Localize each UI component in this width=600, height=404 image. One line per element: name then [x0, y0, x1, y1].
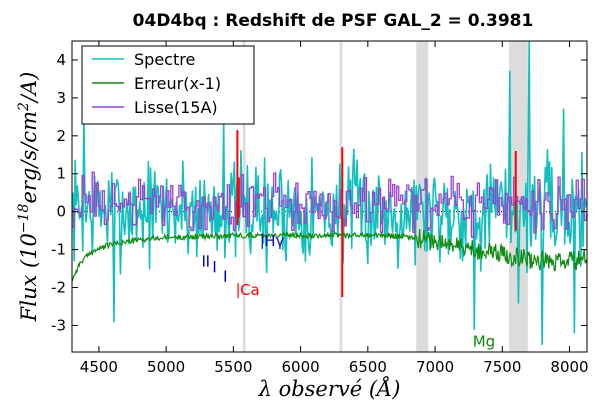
plot-frame: [71, 40, 588, 353]
x-axis-label: λ observé (Å): [258, 376, 401, 400]
y-axis-label-exp-1: −18: [16, 203, 32, 233]
y-tick-label-7: 4: [56, 51, 66, 69]
x-tick-label-5: 7000: [416, 358, 454, 376]
annotation-label-0: Ca: [240, 281, 260, 299]
legend-label-1: Erreur(x-1): [134, 74, 221, 93]
series-erreur: [72, 229, 587, 282]
x-tick-label-6: 7500: [483, 358, 521, 376]
x-tick-label-0: 4500: [80, 358, 118, 376]
legend-label-0: Spectre: [134, 50, 195, 69]
x-tick-label-3: 6000: [281, 358, 319, 376]
y-axis-label-part-2: erg/s/cm: [17, 111, 41, 204]
x-tick-label-7: 8000: [550, 358, 588, 376]
plot-area: [72, 41, 587, 352]
y-tick-label-2: -1: [51, 241, 66, 259]
annotation-label-1: Hγ: [264, 232, 284, 250]
y-tick-label-3: 0: [56, 203, 66, 221]
x-tick-label-2: 5500: [214, 358, 252, 376]
y-axis-label-exp-2: 2: [16, 102, 32, 112]
legend-label-2: Lisse(15A): [134, 98, 218, 117]
y-tick-label-5: 2: [56, 127, 66, 145]
series-spectre: [72, 41, 587, 346]
series-lisse: [72, 171, 587, 238]
y-tick-label-6: 3: [56, 89, 66, 107]
y-tick-label-1: -2: [51, 279, 66, 297]
y-axis-label: Flux (10−18erg/s/cm2/A): [16, 72, 41, 323]
y-tick-label-4: 1: [56, 165, 66, 183]
shaded-band-2: [416, 41, 429, 352]
y-tick-label-0: -3: [51, 316, 66, 334]
chart-title: 04D4bq : Redshift de PSF GAL_2 = 0.3981: [133, 11, 534, 31]
annotation-label-2: Mg: [473, 332, 495, 350]
y-axis-label-part-1: Flux (10: [17, 233, 41, 322]
y-axis-label-part-3: /A): [17, 72, 41, 104]
x-tick-label-1: 5000: [147, 358, 185, 376]
x-tick-label-4: 6500: [349, 358, 387, 376]
